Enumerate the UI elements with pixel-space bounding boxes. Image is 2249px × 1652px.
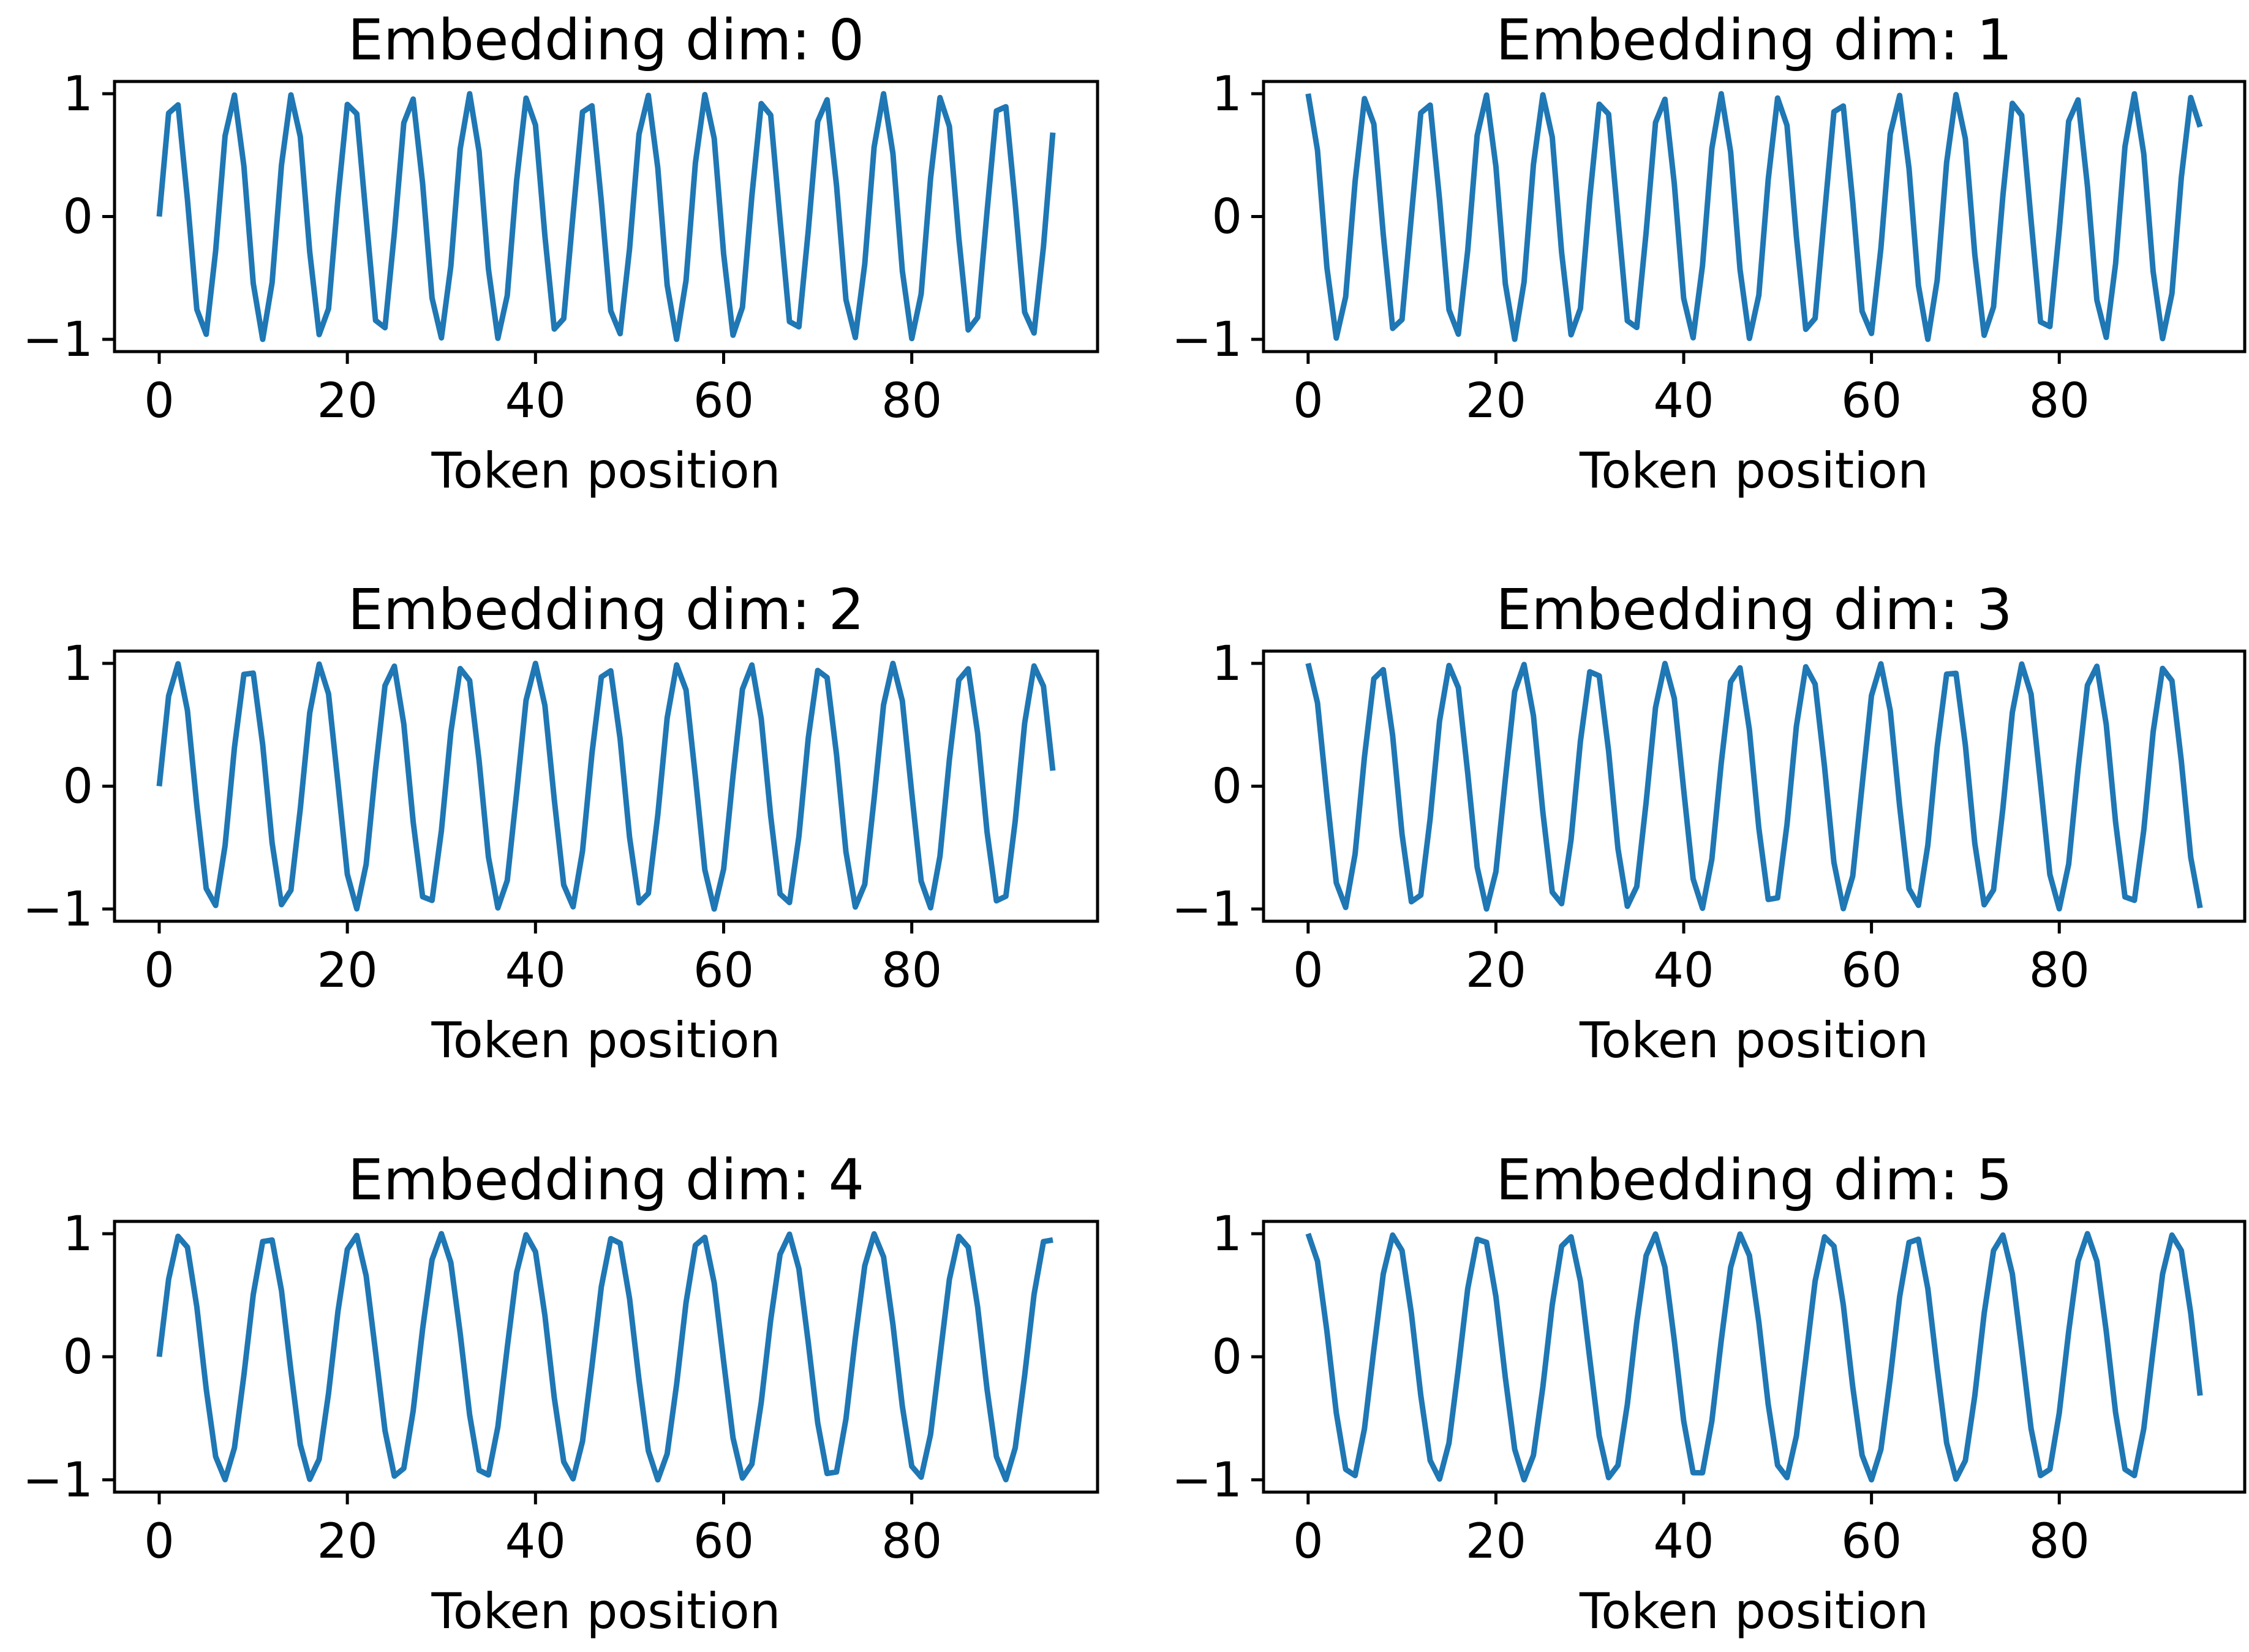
y-tick-label: −1	[23, 882, 93, 937]
subplot-5: Embedding dim: 5 0 20 40 60 80 −1 0 1 Token posit…	[1172, 1147, 2247, 1640]
x-tick-label: 0	[1293, 943, 1324, 998]
x-tick-label: 60	[693, 943, 754, 998]
x-tick-label: 0	[144, 943, 175, 998]
series-line	[1305, 1231, 2203, 1483]
subplot-title: Embedding dim: 2	[348, 577, 864, 643]
x-tick-label: 20	[1466, 1514, 1526, 1569]
x-axis-label: Token position	[431, 1583, 781, 1640]
x-tick-label: 0	[144, 374, 175, 429]
subplot-title: Embedding dim: 1	[1496, 7, 2012, 73]
y-tick-label: 1	[62, 1207, 93, 1262]
subplot-title: Embedding dim: 0	[348, 7, 864, 73]
x-axis-label: Token position	[431, 1012, 781, 1069]
subplot-3: Embedding dim: 3 0 20 40 60 80 −1 0 1 Token posit…	[1172, 577, 2247, 1069]
subplot-4: Embedding dim: 4 0 20 40 60 80 −1 0 1 Token posit…	[23, 1147, 1099, 1640]
x-axis-label: Token position	[1579, 1583, 1929, 1640]
x-tick-label: 40	[1653, 374, 1714, 429]
y-tick-label: −1	[1172, 312, 1242, 368]
x-tick-label: 40	[505, 943, 566, 998]
y-tick-label: 1	[62, 636, 93, 692]
x-axis-label: Token position	[431, 442, 781, 499]
subplot-2: Embedding dim: 2 0 20 40 60 80 −1 0 1 Token posit…	[23, 577, 1099, 1069]
x-tick-label: 0	[1293, 374, 1324, 429]
y-tick-label: −1	[23, 312, 93, 368]
subplot-0: Embedding dim: 0 0 20 40 60 80 −1 0 1 Token posit…	[23, 7, 1099, 499]
x-tick-label: 80	[881, 1514, 942, 1569]
series-line	[156, 660, 1056, 912]
y-tick-label: 1	[1211, 67, 1242, 122]
x-tick-label: 20	[317, 1514, 377, 1569]
series-line	[156, 91, 1056, 342]
subplot-title: Embedding dim: 4	[348, 1147, 864, 1213]
x-tick-label: 20	[1466, 374, 1526, 429]
y-tick-label: 0	[1211, 1330, 1242, 1385]
x-tick-label: 60	[693, 374, 754, 429]
x-tick-label: 80	[2029, 1514, 2090, 1569]
x-tick-label: 80	[2029, 943, 2090, 998]
axes-frame	[113, 649, 1099, 923]
x-tick-label: 40	[1653, 1514, 1714, 1569]
x-axis-label: Token position	[1579, 1012, 1929, 1069]
x-tick-label: 60	[1841, 943, 1902, 998]
x-tick-label: 0	[144, 1514, 175, 1569]
x-tick-label: 40	[505, 1514, 566, 1569]
y-tick-label: 1	[62, 67, 93, 122]
y-tick-label: 1	[1211, 636, 1242, 692]
x-tick-label: 20	[317, 943, 377, 998]
x-tick-label: 80	[2029, 374, 2090, 429]
series-line	[1305, 660, 2203, 912]
x-tick-label: 60	[1841, 374, 1902, 429]
subplot-title: Embedding dim: 5	[1496, 1147, 2012, 1213]
y-tick-label: −1	[1172, 1453, 1242, 1508]
y-tick-label: 0	[62, 760, 93, 815]
x-tick-label: 40	[505, 374, 566, 429]
x-tick-label: 20	[317, 374, 377, 429]
y-tick-label: 0	[62, 190, 93, 245]
x-tick-label: 40	[1653, 943, 1714, 998]
y-tick-label: −1	[1172, 882, 1242, 937]
x-tick-label: 20	[1466, 943, 1526, 998]
x-tick-label: 80	[881, 374, 942, 429]
y-tick-label: −1	[23, 1453, 93, 1508]
x-tick-label: 60	[693, 1514, 754, 1569]
subplot-1: Embedding dim: 1 0 20 40 60 80 −1 0 1 Token posit…	[1172, 7, 2247, 499]
x-tick-label: 0	[1293, 1514, 1324, 1569]
x-tick-label: 60	[1841, 1514, 1902, 1569]
x-axis-label: Token position	[1579, 442, 1929, 499]
series-line	[1305, 91, 2203, 342]
y-tick-label: 1	[1211, 1207, 1242, 1262]
y-tick-label: 0	[1211, 190, 1242, 245]
y-tick-label: 0	[1211, 760, 1242, 815]
x-tick-label: 80	[881, 943, 942, 998]
subplot-title: Embedding dim: 3	[1496, 577, 2012, 643]
y-tick-label: 0	[62, 1330, 93, 1385]
series-line	[156, 1231, 1053, 1483]
